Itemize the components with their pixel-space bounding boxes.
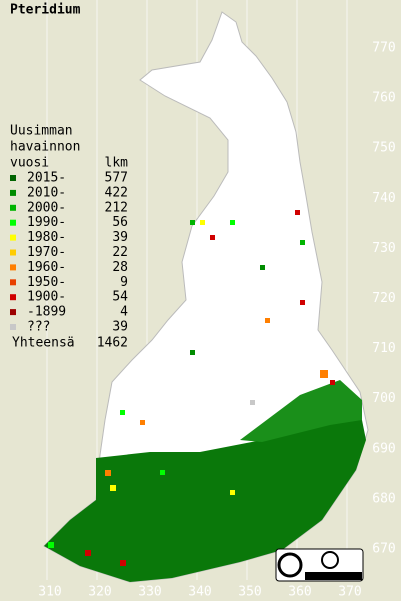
- x-label: 350: [238, 585, 261, 600]
- observation-area-east: [240, 380, 362, 442]
- legend-swatch: [10, 189, 16, 196]
- legend-swatch: [10, 324, 16, 330]
- by-icon: [321, 551, 339, 569]
- legend-count: 422: [105, 185, 128, 200]
- legend-heading: havainnon: [10, 140, 80, 155]
- legend-count: 56: [112, 215, 128, 230]
- legend-label: 1960-: [27, 260, 66, 275]
- legend-count: 39: [112, 230, 128, 245]
- legend-label: 1980-: [27, 230, 66, 245]
- legend-label: 1950-: [27, 275, 66, 290]
- y-label: 690: [372, 441, 395, 456]
- legend-swatch: [10, 249, 16, 256]
- legend-count: 28: [112, 260, 128, 275]
- legend-count: 577: [105, 171, 128, 186]
- y-label: 680: [372, 491, 395, 506]
- x-label: 310: [38, 585, 61, 600]
- by-strip: [305, 572, 362, 580]
- legend-label: 1970-: [27, 245, 66, 260]
- legend: Uusimman havainnon vuosi lkm: [10, 124, 128, 171]
- legend-swatch: [10, 234, 16, 241]
- legend-swatch: [10, 309, 16, 316]
- legend-swatch: [10, 294, 16, 301]
- y-label: 670: [372, 542, 395, 557]
- legend-count: 54: [112, 290, 128, 305]
- legend-count: 4: [120, 305, 128, 320]
- observation-area: [44, 420, 366, 582]
- legend-count-heading: lkm: [105, 156, 129, 171]
- x-label: 330: [138, 585, 161, 600]
- legend-heading: vuosi: [10, 156, 49, 171]
- y-label: 740: [372, 191, 395, 206]
- y-label: 700: [372, 391, 395, 406]
- legend-count: 212: [105, 200, 128, 215]
- y-label: 710: [372, 341, 395, 356]
- y-label: 720: [372, 291, 395, 306]
- legend-swatch: [10, 219, 16, 226]
- observation-squares: [48, 210, 335, 566]
- legend-count: 9: [120, 275, 128, 290]
- legend-count: 39: [112, 320, 128, 335]
- total-label: Yhteensä: [12, 336, 75, 351]
- legend-label: 2015-: [27, 171, 66, 186]
- title: Pteridium: [10, 3, 81, 18]
- total-value: 1462: [97, 336, 128, 351]
- legend-heading: Uusimman: [10, 124, 73, 139]
- x-label: 320: [88, 585, 111, 600]
- y-label: 770: [372, 41, 395, 56]
- legend-label: ???: [27, 320, 50, 335]
- y-label: 750: [372, 141, 395, 156]
- legend-swatch: [10, 279, 16, 286]
- x-label: 340: [188, 585, 211, 600]
- legend-swatch: [10, 264, 16, 271]
- legend-swatch: [10, 175, 16, 181]
- legend-label: 1900-: [27, 290, 66, 305]
- x-label: 370: [338, 585, 361, 600]
- y-label: 760: [372, 91, 395, 106]
- legend-swatch: [10, 204, 16, 211]
- x-label: 360: [288, 585, 311, 600]
- legend-label: 2000-: [27, 200, 66, 215]
- legend-label: 2010-: [27, 185, 66, 200]
- legend-label: -1899: [27, 305, 66, 320]
- cc-icon: [277, 552, 303, 578]
- y-label: 730: [372, 241, 395, 256]
- legend-count: 22: [112, 245, 128, 260]
- legend-label: 1990-: [27, 215, 66, 230]
